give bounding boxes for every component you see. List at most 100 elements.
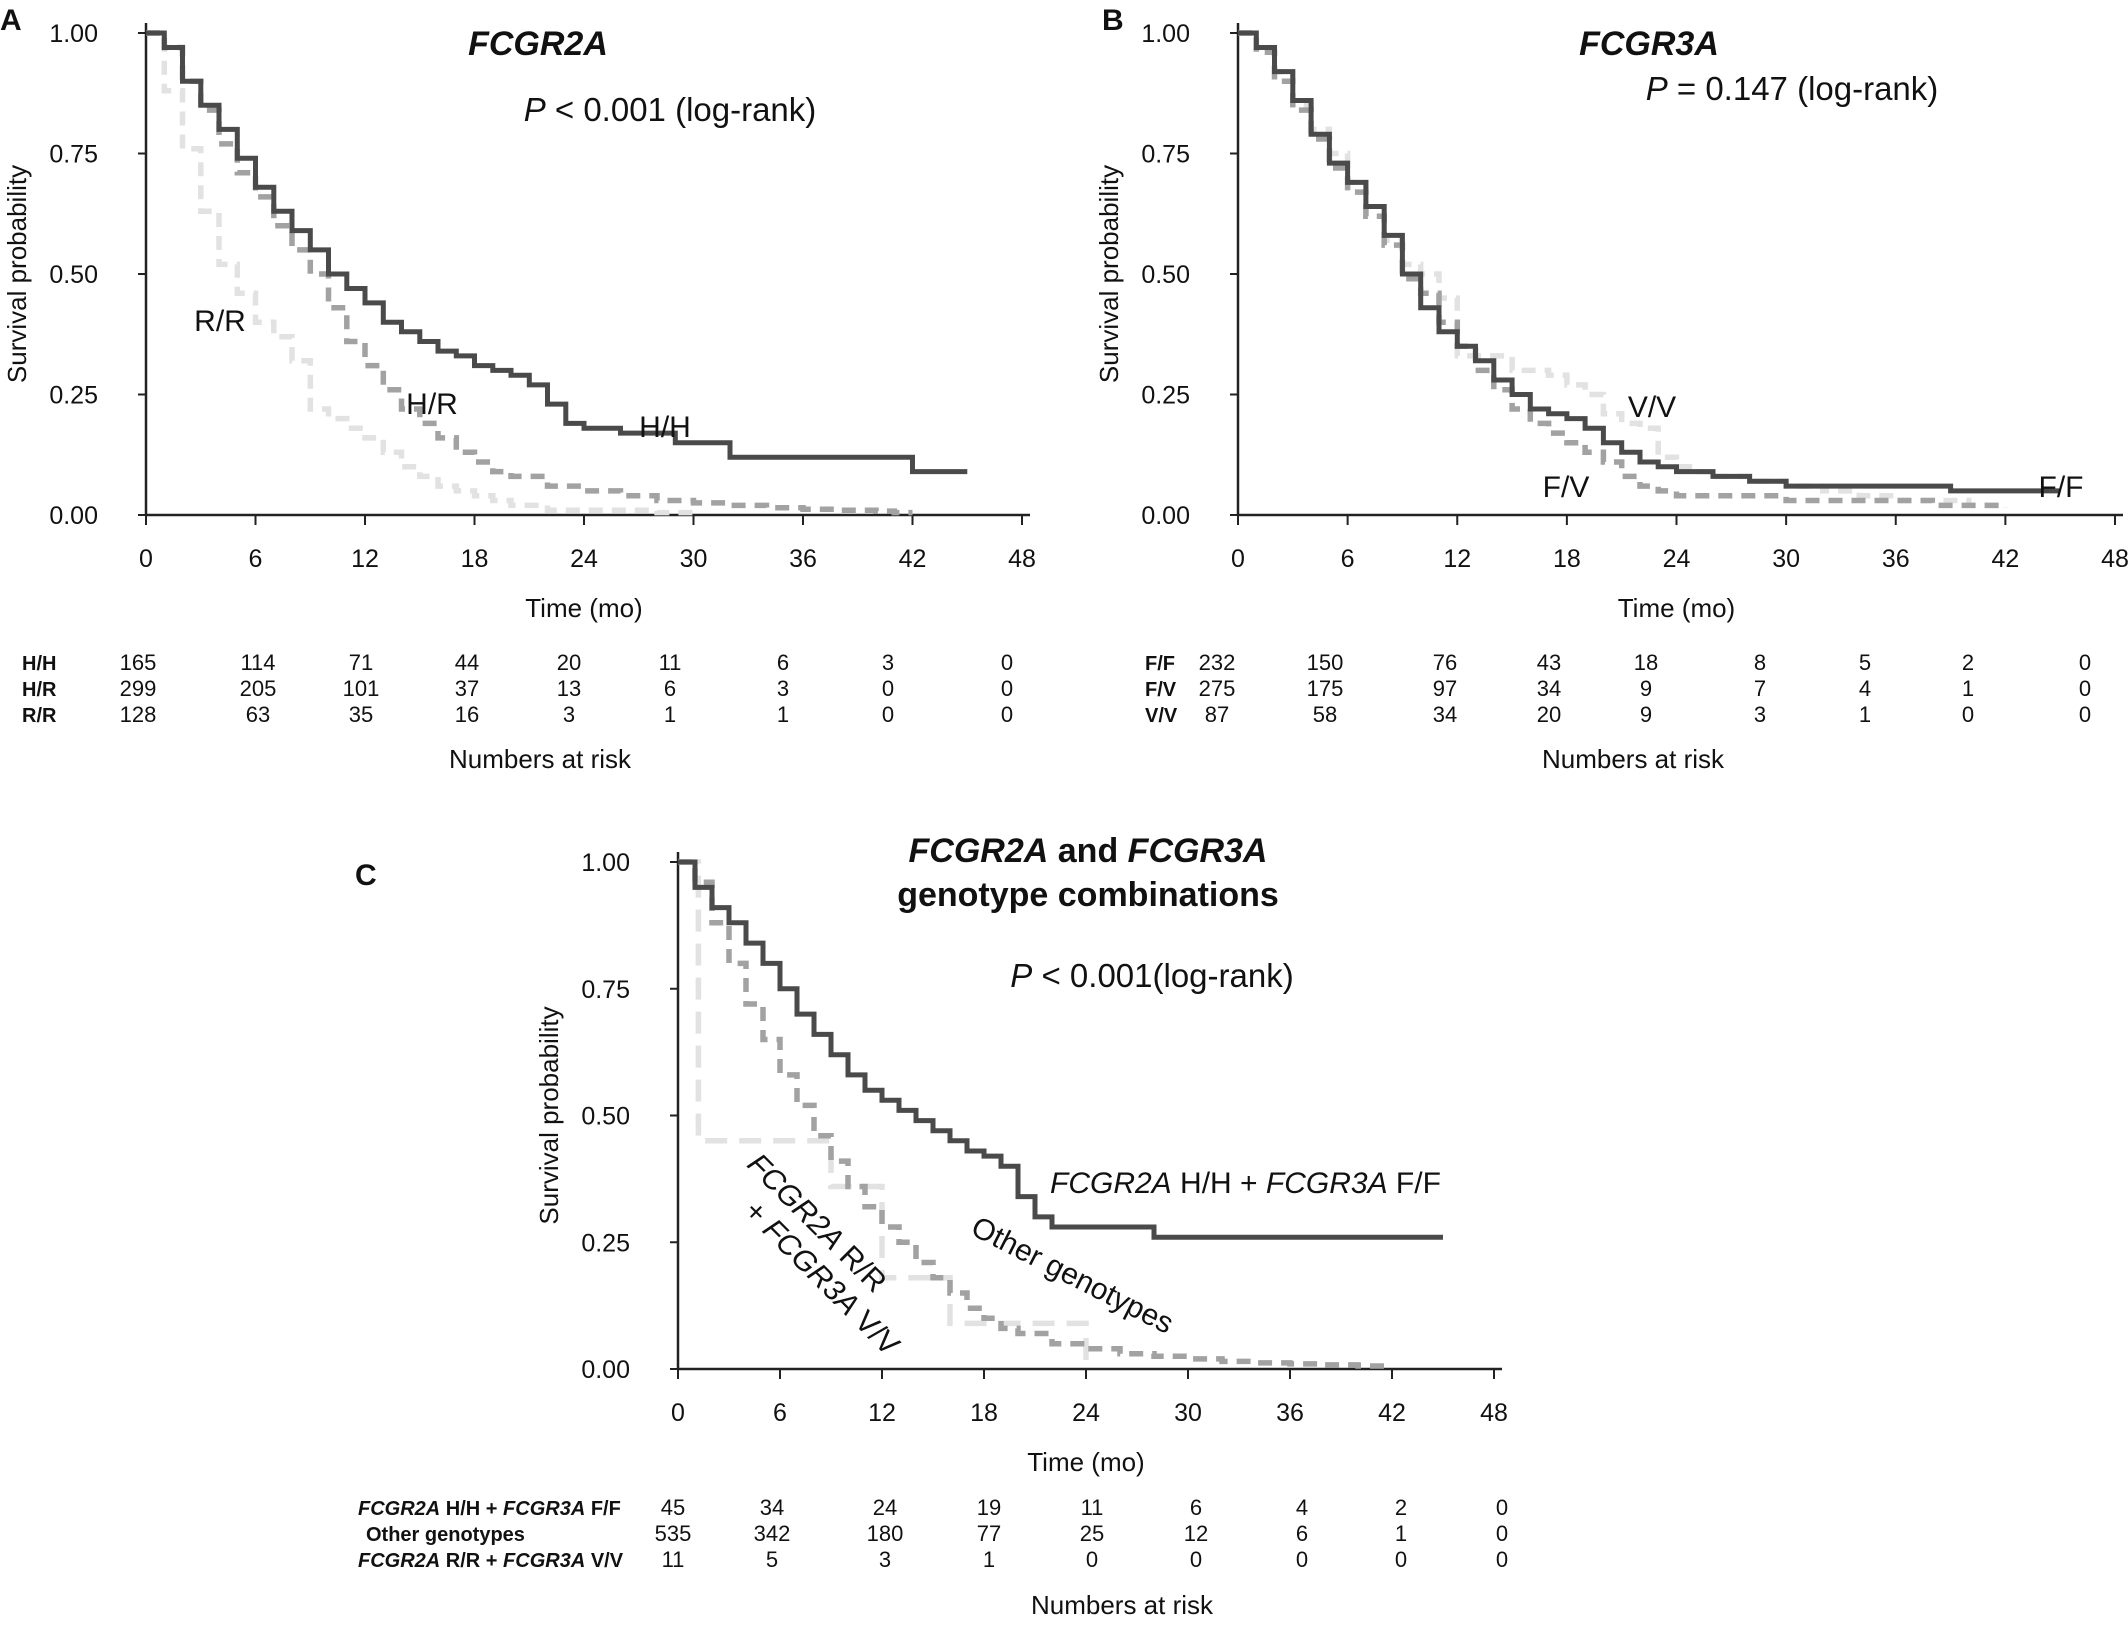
- y-tick-label: 1.00: [49, 20, 98, 48]
- x-tick-label: 30: [1772, 545, 1800, 573]
- x-tick-label: 18: [970, 1399, 998, 1427]
- risk-cell: 76: [1433, 650, 1457, 675]
- y-tick-label: 0.00: [49, 502, 98, 530]
- curve-label-hh-ff-part: FCGR3A: [1266, 1167, 1388, 1200]
- risk-cell: 18: [1634, 650, 1658, 675]
- risk-cell: 0: [2079, 676, 2091, 701]
- risk-row-label-part: F/F: [585, 1498, 621, 1520]
- risk-cell: 6: [1190, 1495, 1202, 1520]
- risk-row-label-part: FCGR2A: [358, 1550, 440, 1572]
- risk-row-label-part: FCGR3A: [503, 1550, 585, 1572]
- p-text: = 0.147 (log-rank): [1668, 70, 1939, 107]
- panel-c: C FCGR2A and FCGR3A genotype combinations P…: [355, 832, 1508, 1620]
- risk-cell: 1: [1395, 1521, 1407, 1546]
- risk-cell: 0: [1962, 702, 1974, 727]
- panel-letter: C: [355, 859, 377, 892]
- risk-row-label-part: H/H +: [440, 1498, 503, 1520]
- km-curve-other-genotypes: [678, 859, 1395, 1369]
- risk-cell: 20: [557, 650, 581, 675]
- y-tick-label: 0.25: [1141, 382, 1190, 410]
- risk-cell: 205: [240, 676, 277, 701]
- p-value: P < 0.001 (log-rank): [524, 91, 817, 128]
- km-curve-r-r: [146, 30, 697, 516]
- risk-cell: 101: [343, 676, 380, 701]
- risk-cell: 0: [1001, 676, 1013, 701]
- risk-cell: 43: [1537, 650, 1561, 675]
- risk-row-label-part: FCGR3A: [503, 1498, 585, 1520]
- y-axis-label: Survival probability: [1094, 165, 1124, 383]
- km-curve-fcgr2a-h-h-fcgr3a-f-f: [678, 859, 1443, 1240]
- y-tick-label: 0.25: [49, 382, 98, 410]
- curve-label-vv: V/V: [1628, 391, 1676, 424]
- x-tick-label: 48: [1480, 1399, 1508, 1427]
- risk-cell: 1: [664, 702, 676, 727]
- y-tick-label: 0.50: [1141, 261, 1190, 289]
- risk-cell: 114: [240, 650, 275, 675]
- panel-letter: A: [0, 4, 22, 37]
- risk-table: FCGR2A H/H + FCGR3A F/F 45 34 24 19 11 6 4 2 0Oth…: [358, 1495, 1508, 1572]
- risk-cell: 0: [2079, 702, 2091, 727]
- x-tick-label: 12: [351, 545, 379, 573]
- risk-cell: 12: [1184, 1521, 1208, 1546]
- risk-cell: 3: [882, 650, 894, 675]
- x-tick-label: 12: [868, 1399, 896, 1427]
- risk-cell: 342: [754, 1521, 791, 1546]
- chart-subtitle: genotype combinations: [897, 876, 1279, 914]
- chart-title-part: FCGR3A: [1128, 832, 1268, 870]
- risk-cell: 87: [1205, 702, 1229, 727]
- risk-row-label: FCGR2A R/R + FCGR3A V/V: [358, 1550, 624, 1572]
- risk-cell: 3: [879, 1547, 891, 1572]
- risk-cell: 0: [2079, 650, 2091, 675]
- risk-cell: 128: [120, 702, 157, 727]
- risk-cell: 34: [1433, 702, 1457, 727]
- risk-cell: 37: [455, 676, 479, 701]
- risk-cell: 1: [983, 1547, 995, 1572]
- risk-row-label: F/V: [1145, 679, 1177, 701]
- p-symbol: P: [1010, 957, 1032, 994]
- curve-label-hh-ff-part: F/F: [1388, 1167, 1441, 1200]
- risk-row-label-part: R/R +: [440, 1550, 503, 1572]
- x-axis-label: Time (mo): [525, 593, 642, 623]
- x-tick-label: 36: [1276, 1399, 1304, 1427]
- risk-row-label: H/R: [22, 679, 57, 701]
- risk-cell: 8: [1754, 650, 1766, 675]
- x-tick-label: 42: [1991, 545, 2019, 573]
- risk-cell: 0: [882, 702, 894, 727]
- risk-cell: 97: [1433, 676, 1457, 701]
- risk-cell: 9: [1640, 702, 1652, 727]
- risk-row-label: R/R: [22, 705, 57, 727]
- risk-cell: 275: [1199, 676, 1236, 701]
- x-tick-label: 18: [1553, 545, 1581, 573]
- x-axis-label: Time (mo): [1027, 1447, 1144, 1477]
- km-curve-h-r: [146, 30, 913, 516]
- risk-cell: 4: [1859, 676, 1871, 701]
- risk-cell: 45: [661, 1495, 685, 1520]
- chart-title: FCGR2A: [468, 25, 608, 63]
- risk-cell: 0: [1086, 1547, 1098, 1572]
- p-value: P = 0.147 (log-rank): [1646, 70, 1939, 107]
- risk-cell: 71: [349, 650, 373, 675]
- p-value: P < 0.001(log-rank): [1010, 957, 1293, 994]
- risk-cell: 9: [1640, 676, 1652, 701]
- risk-cell: 58: [1313, 702, 1337, 727]
- risk-cell: 1: [777, 702, 789, 727]
- risk-cell: 0: [1395, 1547, 1407, 1572]
- y-tick-label: 0.00: [1141, 502, 1190, 530]
- risk-cell: 1: [1962, 676, 1974, 701]
- p-text: < 0.001 (log-rank): [546, 91, 817, 128]
- panel-letter: B: [1102, 4, 1124, 37]
- numbers-at-risk-title: Numbers at risk: [1542, 744, 1725, 774]
- risk-cell: 2: [1395, 1495, 1407, 1520]
- y-tick-label: 0.50: [49, 261, 98, 289]
- x-tick-label: 12: [1443, 545, 1471, 573]
- km-curve-f-v: [1238, 30, 2009, 509]
- y-tick-label: 0.50: [581, 1103, 630, 1131]
- x-tick-label: 42: [1378, 1399, 1406, 1427]
- curve-label-hr: H/R: [406, 388, 458, 421]
- risk-cell: 77: [977, 1521, 1001, 1546]
- curve-label-fv: F/V: [1543, 471, 1590, 504]
- risk-table: F/F 232 150 76 43 18 8 5 2 0F/V 275 175 97 34 9 7 4 1 0V/V…: [1145, 650, 2091, 727]
- risk-cell: 24: [873, 1495, 897, 1520]
- x-tick-label: 42: [899, 545, 927, 573]
